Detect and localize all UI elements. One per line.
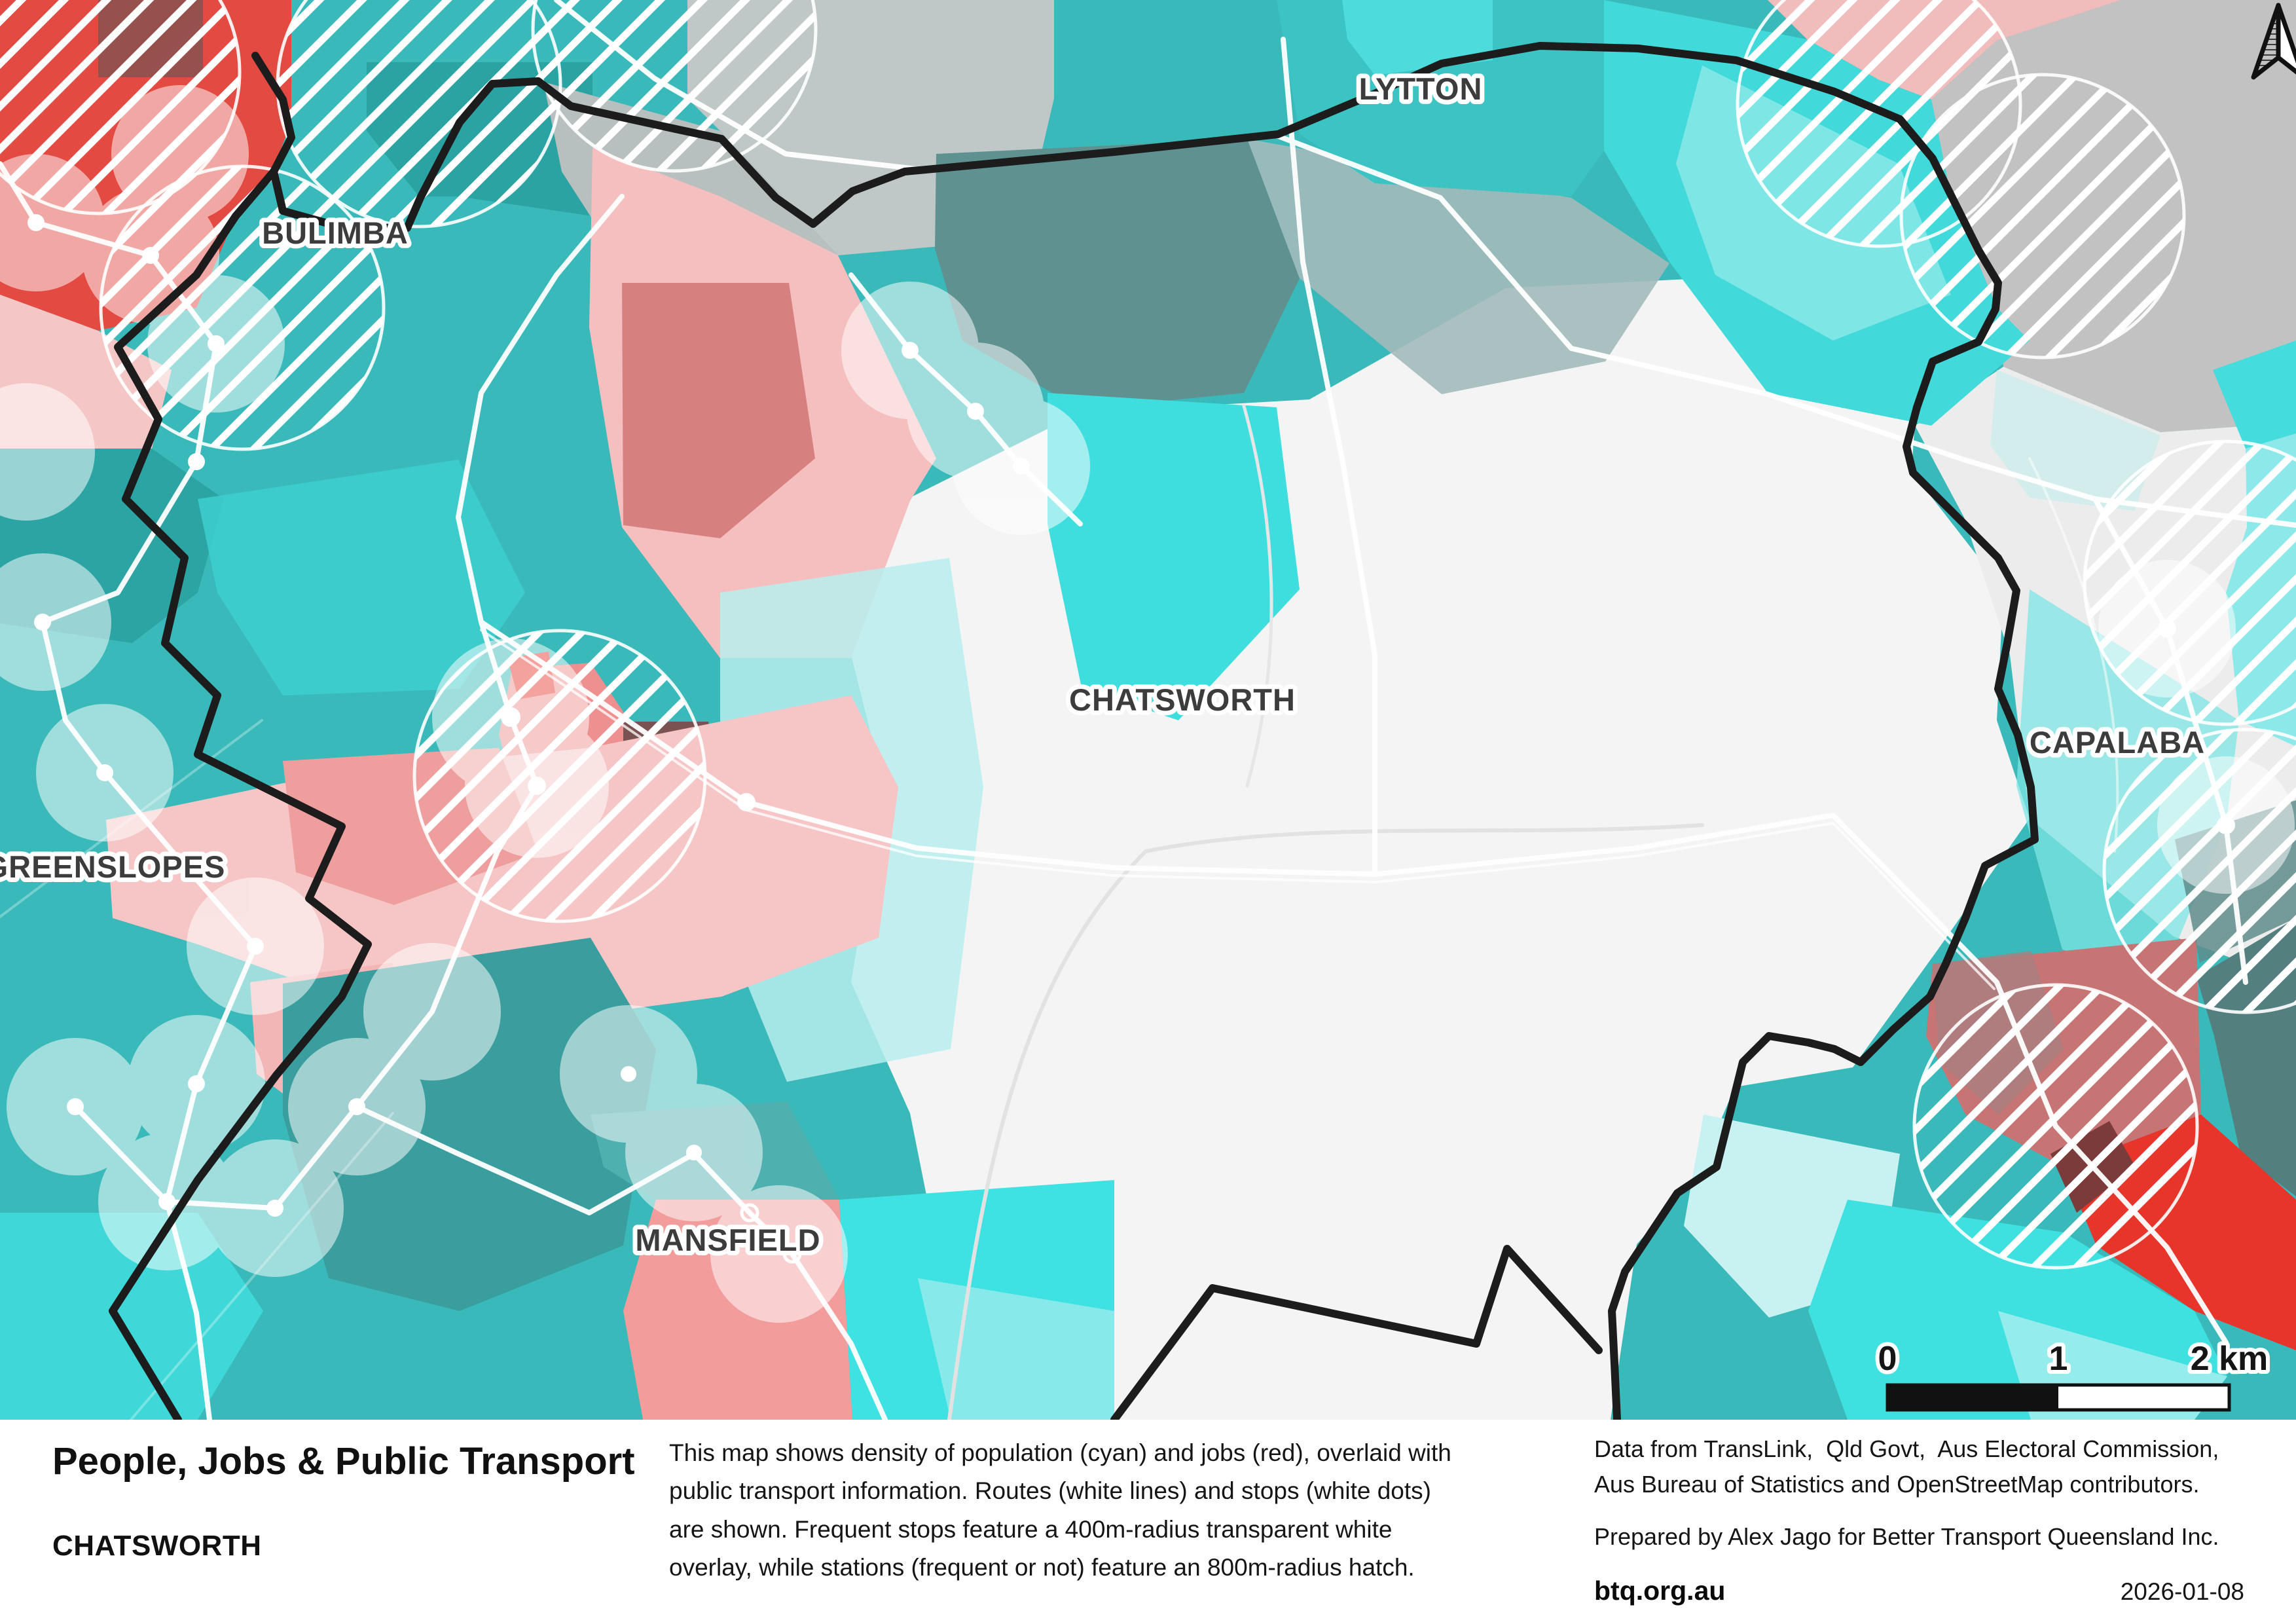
place-label-bulimba: BULIMBA <box>262 215 409 250</box>
scale-tick-1: 1 <box>2049 1340 2068 1378</box>
website-url: btq.org.au <box>1594 1576 1726 1606</box>
north-arrow-icon <box>2251 3 2296 80</box>
map-area: LYTTON BULIMBA CHATSWORTH CAPALABA GREEN… <box>0 0 2296 1420</box>
data-attribution: Data from TransLink, Qld Govt, Aus Elect… <box>1594 1435 2219 1498</box>
footer-bottom-row: btq.org.au 2026-01-08 <box>1594 1576 2244 1606</box>
transit-routes <box>0 0 2296 1420</box>
place-label-capalaba: CAPALABA <box>2030 725 2205 760</box>
transit-stops <box>27 214 2235 1264</box>
poster-title: People, Jobs & Public Transport <box>52 1440 635 1483</box>
map-canvas: LYTTON BULIMBA CHATSWORTH CAPALABA GREEN… <box>0 0 2296 1420</box>
place-label-lytton: LYTTON <box>1359 71 1483 106</box>
place-label-greenslopes: GREENSLOPES <box>0 849 225 884</box>
scale-bar: 0 1 2 km <box>1874 1336 2272 1412</box>
scale-tick-0: 0 <box>1878 1340 1897 1378</box>
electorate-boundaries <box>109 42 2039 1420</box>
scale-tick-2: 2 km <box>2191 1340 2269 1378</box>
station-hatch-overlays <box>0 0 2296 1270</box>
footer: People, Jobs & Public Transport CHATSWOR… <box>0 1420 2296 1624</box>
poster-subtitle: CHATSWORTH <box>52 1530 262 1562</box>
map-description: This map shows density of population (cy… <box>669 1439 1451 1581</box>
place-labels: LYTTON BULIMBA CHATSWORTH CAPALABA GREEN… <box>0 67 2209 1262</box>
place-label-mansfield: MANSFIELD <box>635 1223 820 1257</box>
prepared-by: Prepared by Alex Jago for Better Transpo… <box>1594 1523 2219 1550</box>
map-date: 2026-01-08 <box>2120 1578 2244 1605</box>
place-label-chatsworth: CHATSWORTH <box>1069 682 1296 717</box>
